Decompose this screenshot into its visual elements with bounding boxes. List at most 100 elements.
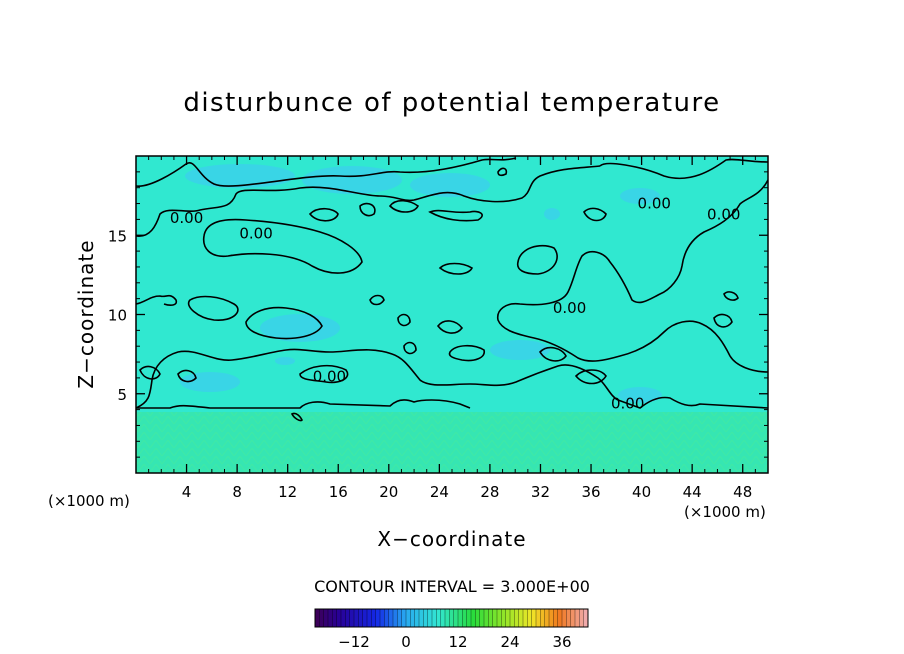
colorbar-cell — [345, 609, 351, 627]
x-axis-label: X−coordinate — [377, 527, 526, 551]
contour-labels: 0.00 0.00 0.00 0.00 0.00 0.00 0.00 — [170, 195, 741, 413]
contour-label: 0.00 — [170, 209, 203, 227]
contour-line — [136, 348, 619, 409]
contour-line — [136, 165, 601, 237]
contour-label: 0.00 — [638, 195, 671, 213]
negative-patch — [410, 173, 490, 197]
colorbar-cell — [458, 609, 463, 627]
contour-lines — [136, 157, 768, 422]
lower-layer-field — [136, 412, 768, 473]
colorbar-tick-label: 12 — [448, 633, 467, 651]
contour-line — [438, 262, 474, 275]
contour-line — [448, 344, 485, 362]
colorbar-cell — [432, 609, 437, 627]
colorbar-cell — [328, 609, 333, 627]
colorbar-cell — [341, 609, 346, 627]
contour-line — [574, 369, 607, 385]
colorbar-cell — [492, 609, 498, 627]
colorbar-cell — [414, 609, 420, 627]
colorbar-cell — [523, 609, 528, 627]
colorbar: −12 0 12 24 36 — [314, 608, 589, 651]
colorbar-cell — [557, 609, 563, 627]
colorbar-cell — [479, 609, 485, 627]
x-tick-label: 44 — [683, 483, 702, 501]
colorbar-cell — [315, 609, 320, 627]
negative-patch — [544, 208, 560, 220]
colorbar-cell — [488, 609, 494, 627]
colorbar-cell — [388, 609, 394, 627]
contour-line — [245, 306, 323, 340]
colorbar-cell — [440, 609, 446, 627]
colorbar-tick-label: 0 — [401, 633, 411, 651]
colorbar-cell — [336, 609, 342, 627]
colorbar-cell — [349, 609, 355, 627]
contour-line — [713, 313, 733, 328]
y-tick-label: 15 — [108, 227, 127, 245]
colorbar-cell — [583, 609, 589, 627]
y-tick-label: 10 — [108, 307, 127, 325]
contour-line — [496, 179, 768, 373]
contour-line — [388, 199, 420, 213]
contour-line — [617, 396, 768, 409]
x-tick-label: 4 — [182, 483, 192, 501]
colorbar-cell — [423, 609, 429, 627]
contour-line — [359, 202, 376, 217]
negative-patch — [185, 164, 295, 188]
colorbar-cell — [332, 609, 338, 627]
contour-label: 0.00 — [707, 206, 740, 224]
colorbar-cell — [419, 609, 424, 627]
x-tick-label: 20 — [379, 483, 398, 501]
contour-line — [397, 313, 411, 327]
colorbar-cell — [410, 609, 416, 627]
contour-line — [187, 295, 239, 321]
colorbar-cell — [501, 609, 507, 627]
y-tick-label: 5 — [117, 386, 127, 404]
x-tick-label: 32 — [531, 483, 550, 501]
contour-line — [202, 218, 363, 274]
colorbar-cell — [553, 609, 559, 627]
contour-line — [428, 209, 483, 222]
y-axis-label: Z−coordinate — [74, 239, 98, 388]
colorbar-cell — [362, 609, 368, 627]
contour-interval-text: CONTOUR INTERVAL = 3.000E+00 — [314, 577, 590, 596]
x-tick-label: 48 — [733, 483, 752, 501]
contour-line — [136, 294, 178, 306]
x-tick-label: 12 — [278, 483, 297, 501]
x-tick-label: 40 — [632, 483, 651, 501]
colorbar-cell — [471, 609, 476, 627]
colorbar-cell — [514, 609, 520, 627]
colorbar-cell — [323, 609, 329, 627]
negative-patch — [490, 340, 550, 360]
colorbar-cell — [427, 609, 433, 627]
colorbar-cell — [380, 609, 385, 627]
contour-line — [139, 365, 161, 380]
colorbar-cell — [536, 609, 541, 627]
colorbar-cell — [367, 609, 372, 627]
negative-patch — [620, 188, 660, 204]
x-unit-right: (×1000 m) — [684, 503, 766, 521]
colorbar-cell — [449, 609, 455, 627]
contour-line — [369, 294, 385, 306]
contour-line — [599, 158, 768, 180]
contour-line — [403, 341, 417, 355]
colorbar-cell — [510, 609, 515, 627]
colorbar-tick-label: 36 — [552, 633, 571, 651]
colorbar-cell — [436, 609, 442, 627]
colorbar-cell — [466, 609, 472, 627]
negative-patch — [302, 166, 402, 194]
colorbar-cell — [527, 609, 533, 627]
colorbar-cell — [384, 609, 390, 627]
colorbar-cell — [484, 609, 489, 627]
x-tick-label: 16 — [329, 483, 348, 501]
contour-line — [538, 346, 567, 362]
colorbar-cell — [406, 609, 411, 627]
contour-line — [136, 399, 471, 409]
contour-line — [299, 364, 349, 384]
x-tick-label: 8 — [232, 483, 242, 501]
contour-label: 0.00 — [611, 394, 644, 412]
colorbar-cell — [544, 609, 550, 627]
plot-area: 0.00 0.00 0.00 0.00 0.00 0.00 0.00 — [136, 156, 768, 473]
colorbar-cell — [549, 609, 554, 627]
